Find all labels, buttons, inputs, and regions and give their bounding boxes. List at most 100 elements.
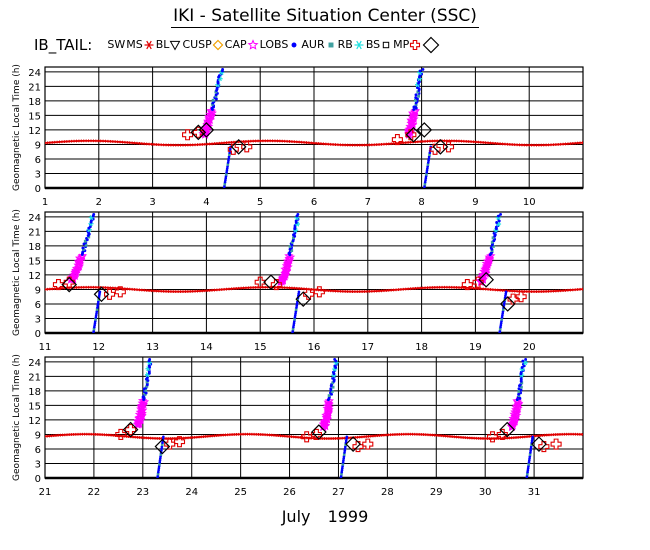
aur-point xyxy=(500,317,504,321)
legend-symbol-icon xyxy=(422,36,440,53)
mp-crossing-marker xyxy=(405,129,417,141)
x-tick-label: 15 xyxy=(254,342,267,353)
legend-label: CUSP xyxy=(182,38,212,51)
lobs-point xyxy=(333,357,337,361)
lobs-point xyxy=(524,357,528,361)
aur-point xyxy=(344,443,347,447)
lobs-point xyxy=(499,212,503,216)
lobs-point xyxy=(158,461,162,464)
legend-label: BS xyxy=(365,38,381,51)
lobs-point xyxy=(341,461,345,464)
bs-crossing-marker xyxy=(230,139,247,155)
lobs-point xyxy=(292,325,295,329)
aur-point xyxy=(428,153,431,157)
lobs-point xyxy=(228,147,232,151)
mp-crossing-marker xyxy=(442,141,455,153)
aur-point xyxy=(144,388,148,392)
lobs-point xyxy=(504,292,508,296)
lobs-point xyxy=(345,437,348,441)
lobs-point xyxy=(504,294,507,298)
aur-point xyxy=(94,317,97,321)
lobs-point xyxy=(329,387,333,391)
legend-symbol-icon xyxy=(212,39,224,51)
lobs-point xyxy=(501,312,505,315)
aur-point xyxy=(145,384,149,388)
lobs-point xyxy=(421,67,425,71)
x-tick-label: 18 xyxy=(415,342,428,353)
legend-item: LOBS xyxy=(260,38,301,51)
lobs-point xyxy=(92,212,96,216)
x-tick-label: 25 xyxy=(234,487,247,498)
aur-point xyxy=(490,240,494,244)
mp-crossing-marker xyxy=(182,129,194,141)
lobs-point xyxy=(224,176,228,180)
mp-crossing-marker xyxy=(429,143,441,155)
legend: IB_TAIL: SWMS BL CUSP CAP LOBS AUR RB BS MP xyxy=(34,34,441,56)
mp-crossing-marker xyxy=(173,436,186,448)
y-axis-label: Geomagnetic Local Time (h) xyxy=(12,209,22,336)
lobs-point xyxy=(158,457,162,460)
bs-crossing-marker xyxy=(311,424,327,440)
legend-symbol-icon xyxy=(291,42,297,48)
y-tick-label: 24 xyxy=(28,213,41,224)
aur-point xyxy=(290,249,294,253)
lobs-point xyxy=(529,451,532,454)
aur-point xyxy=(491,245,495,248)
aur-point xyxy=(498,327,502,331)
mp-crossing-marker xyxy=(515,291,527,303)
aur-point xyxy=(290,240,294,244)
lobs-point xyxy=(426,167,429,170)
lobs-point xyxy=(292,321,296,325)
lobs-point xyxy=(225,171,228,174)
aur-point xyxy=(527,462,531,466)
aur-point xyxy=(97,298,100,302)
x-tick-label: 31 xyxy=(528,487,541,498)
y-tick-label: 12 xyxy=(28,271,41,282)
mp-crossing-marker xyxy=(241,141,253,153)
lobs-point xyxy=(94,316,98,319)
lobs-point xyxy=(527,459,531,462)
lobs-point xyxy=(221,67,225,71)
lobs-point xyxy=(85,236,88,240)
legend-item: MS xyxy=(126,38,154,51)
lobs-point xyxy=(501,314,504,317)
aur-point xyxy=(291,327,295,331)
mp-crossing-marker xyxy=(313,286,325,298)
bs-crossing-marker xyxy=(295,291,312,307)
lobs-point xyxy=(148,357,152,361)
bs-crossing-marker xyxy=(122,421,139,438)
mp-crossing-marker xyxy=(486,431,499,443)
legend-item: BS xyxy=(366,38,392,51)
legend-items: SWMS BL CUSP CAP LOBS AUR RB BS MP xyxy=(107,34,441,53)
y-tick-label: 3 xyxy=(35,169,41,180)
x-tick-label: 1 xyxy=(42,197,48,208)
lobs-point xyxy=(224,178,227,182)
bs-crossing-marker xyxy=(478,271,495,288)
cap-point xyxy=(324,396,335,405)
legend-label: CAP xyxy=(224,38,247,51)
lobs-point xyxy=(95,312,98,315)
lobs-point xyxy=(297,290,301,294)
mp-crossing-marker xyxy=(310,428,322,440)
lobs-point xyxy=(157,470,160,474)
chart-title: IKI - Satellite Situation Center (SSC) xyxy=(0,6,650,28)
lobs-point xyxy=(526,468,530,472)
lobs-point xyxy=(160,447,164,450)
bs-crossing-marker xyxy=(499,296,516,312)
bs-crossing-marker xyxy=(531,436,547,452)
lobs-point xyxy=(81,250,85,254)
month-label: July 1999 xyxy=(281,507,369,526)
y-tick-label: 21 xyxy=(28,82,41,93)
lobs-point xyxy=(521,359,525,363)
lobs-point xyxy=(414,93,418,97)
x-tick-label: 14 xyxy=(200,342,213,353)
bs-crossing-marker xyxy=(405,126,422,143)
lobs-point xyxy=(529,449,532,452)
aur-point xyxy=(292,236,295,240)
lobs-point xyxy=(292,323,296,327)
y-tick-label: 3 xyxy=(35,459,41,470)
lobs-point xyxy=(225,169,229,172)
y-axis-label: Geomagnetic Local Time (h) xyxy=(12,354,22,481)
lobs-point xyxy=(499,321,503,325)
x-tick-label: 24 xyxy=(185,487,198,498)
